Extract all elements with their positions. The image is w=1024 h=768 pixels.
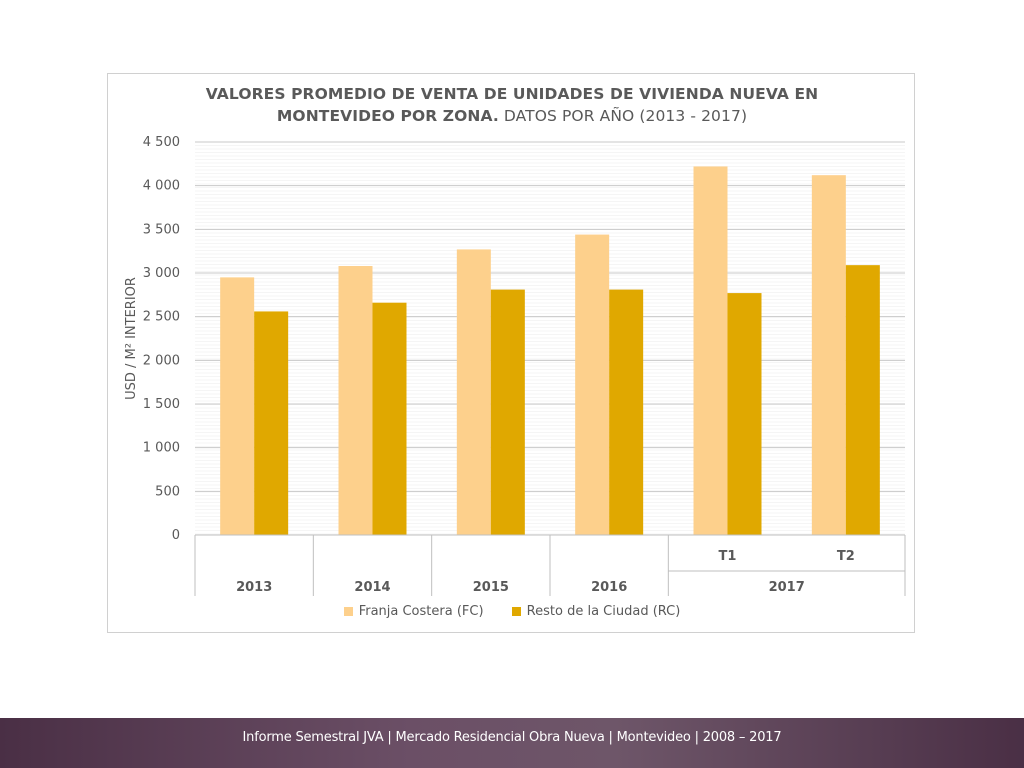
y-tick-label: 4 000 bbox=[143, 179, 180, 194]
y-tick-label: 0 bbox=[172, 528, 180, 543]
y-tick-label: 500 bbox=[155, 484, 180, 499]
chart-legend: Franja Costera (FC) Resto de la Ciudad (… bbox=[0, 604, 1024, 620]
x-sub-label: T2 bbox=[837, 549, 855, 564]
y-tick-label: 1 500 bbox=[143, 397, 180, 412]
x-group-label: 2013 bbox=[236, 580, 272, 595]
bar-fc-2016 bbox=[575, 234, 610, 535]
y-tick-label: 2 500 bbox=[143, 310, 180, 325]
y-tick-label: 1 000 bbox=[143, 441, 180, 456]
y-tick-label: 2 000 bbox=[143, 353, 180, 368]
bar-fc-2014 bbox=[338, 266, 373, 535]
bar-chart: 0 500 1 000 1 500 2 000 2 500 3 000 3 500 4 000 4… bbox=[124, 135, 906, 596]
bar-rc-2015 bbox=[490, 289, 525, 535]
legend-swatch-rc bbox=[511, 607, 521, 616]
bar-fc-T1 bbox=[693, 166, 728, 535]
chart-title: VALORES PROMEDIO DE VENTA DE UNIDADES DE… bbox=[0, 83, 1024, 127]
x-group-label: 2015 bbox=[473, 580, 509, 595]
chart-title-line1-text: VALORES PROMEDIO DE VENTA DE UNIDADES DE… bbox=[205, 85, 819, 103]
bar-rc-T2 bbox=[845, 265, 880, 535]
chart-title-bold: MONTEVIDEO POR ZONA. bbox=[276, 107, 499, 125]
bar-rc-2016 bbox=[609, 289, 644, 535]
legend-item-rc: Resto de la Ciudad (RC) bbox=[511, 604, 681, 619]
x-group-label: 2016 bbox=[591, 580, 627, 595]
bar-fc-2013 bbox=[220, 277, 255, 535]
footer-bar bbox=[0, 718, 1024, 768]
legend-label-rc: Resto de la Ciudad (RC) bbox=[526, 604, 681, 619]
bar-fc-T2 bbox=[811, 175, 846, 536]
y-tick-label: 4 500 bbox=[143, 135, 180, 150]
bar-rc-T1 bbox=[727, 293, 762, 535]
y-axis-label: USD / M² INTERIOR bbox=[124, 277, 139, 400]
x-sub-label: T1 bbox=[719, 549, 737, 564]
legend-label-fc: Franja Costera (FC) bbox=[358, 604, 484, 619]
bar-fc-2015 bbox=[456, 249, 491, 536]
bar-rc-2014 bbox=[372, 302, 407, 535]
y-tick-label: 3 000 bbox=[143, 266, 180, 281]
x-group-label: 2017 bbox=[769, 580, 805, 595]
legend-item-fc: Franja Costera (FC) bbox=[343, 604, 484, 619]
footer-text: Informe Semestral JVA | Mercado Residenc… bbox=[242, 730, 782, 745]
x-group-label: 2014 bbox=[354, 580, 390, 595]
legend-swatch-fc bbox=[343, 607, 353, 616]
y-tick-label: 3 500 bbox=[143, 222, 180, 237]
chart-title-normal: DATOS POR AÑO (2013 - 2017) bbox=[503, 107, 748, 125]
chart-title-line2: MONTEVIDEO POR ZONA. DATOS POR AÑO (2013… bbox=[0, 105, 1024, 127]
bar-rc-2013 bbox=[254, 311, 289, 535]
chart-title-line1: VALORES PROMEDIO DE VENTA DE UNIDADES DE… bbox=[0, 83, 1024, 105]
